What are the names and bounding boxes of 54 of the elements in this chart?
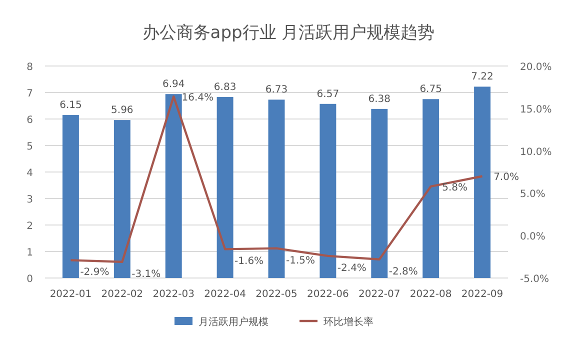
data-label: 6.83 <box>214 82 236 94</box>
x-tick-label: 2022-09 <box>461 289 504 300</box>
x-tick-label: 2022-02 <box>101 289 144 300</box>
bar <box>371 108 388 278</box>
y2-tick-label: -5.0% <box>520 274 550 285</box>
data-label: -1.6% <box>234 256 264 268</box>
y-tick-label: 3 <box>26 194 33 206</box>
data-label: 6.57 <box>316 88 340 100</box>
legend-label: 月活跃用户规模 <box>198 316 268 328</box>
data-label: 5.8% <box>442 182 468 194</box>
data-label: 6.15 <box>60 100 82 112</box>
legend-label: 环比增长率 <box>324 316 374 328</box>
y-tick-label: 5 <box>26 142 33 152</box>
data-label: 6.75 <box>420 84 442 96</box>
data-label: -2.9% <box>80 267 110 278</box>
data-label: -2.8% <box>388 266 418 278</box>
y2-tick-label: 0.0% <box>520 232 546 243</box>
y-tick-label: 1 <box>26 248 33 258</box>
data-label: 6.38 <box>368 94 391 105</box>
data-label: 7.0% <box>494 172 519 184</box>
y2-tick-label: 5.0% <box>520 189 546 200</box>
chart-title: 办公商务app行业 月活跃用户规模趋势 <box>142 23 435 43</box>
x-tick-label: 2022-03 <box>152 289 195 300</box>
y2-tick-label: 20.0% <box>520 62 552 73</box>
y-tick-label: 8 <box>26 62 33 73</box>
data-label: 6.73 <box>265 84 288 96</box>
bar <box>268 100 285 278</box>
bar <box>216 97 234 278</box>
x-tick-label: 2022-07 <box>358 289 400 300</box>
bar <box>422 99 440 278</box>
data-label: 5.96 <box>111 105 134 116</box>
y2-tick-label: 10.0% <box>520 146 552 158</box>
bar <box>114 120 130 278</box>
y-tick-label: 4 <box>26 168 33 179</box>
data-label: -2.4% <box>337 262 366 274</box>
y2-tick-label: 15.0% <box>520 104 552 116</box>
y-tick-label: 2 <box>26 221 33 232</box>
x-tick-label: 2022-04 <box>204 289 246 300</box>
data-label: -1.5% <box>286 255 316 266</box>
y-tick-label: 0 <box>26 274 33 285</box>
data-label: 6.94 <box>162 79 185 90</box>
bar <box>165 94 182 278</box>
data-label: 7.22 <box>471 72 494 83</box>
x-tick-label: 2022-06 <box>307 289 349 300</box>
x-tick-label: 2022-05 <box>256 289 298 300</box>
y-tick-label: 7 <box>26 88 33 100</box>
data-label: 16.4% <box>182 92 214 104</box>
bar <box>62 115 79 278</box>
x-tick-label: 2022-08 <box>410 289 452 300</box>
bar <box>320 104 336 278</box>
bar <box>474 86 491 278</box>
y-tick-label: 6 <box>26 115 33 126</box>
data-label: -3.1% <box>132 268 161 280</box>
x-tick-label: 2022-01 <box>50 289 92 300</box>
